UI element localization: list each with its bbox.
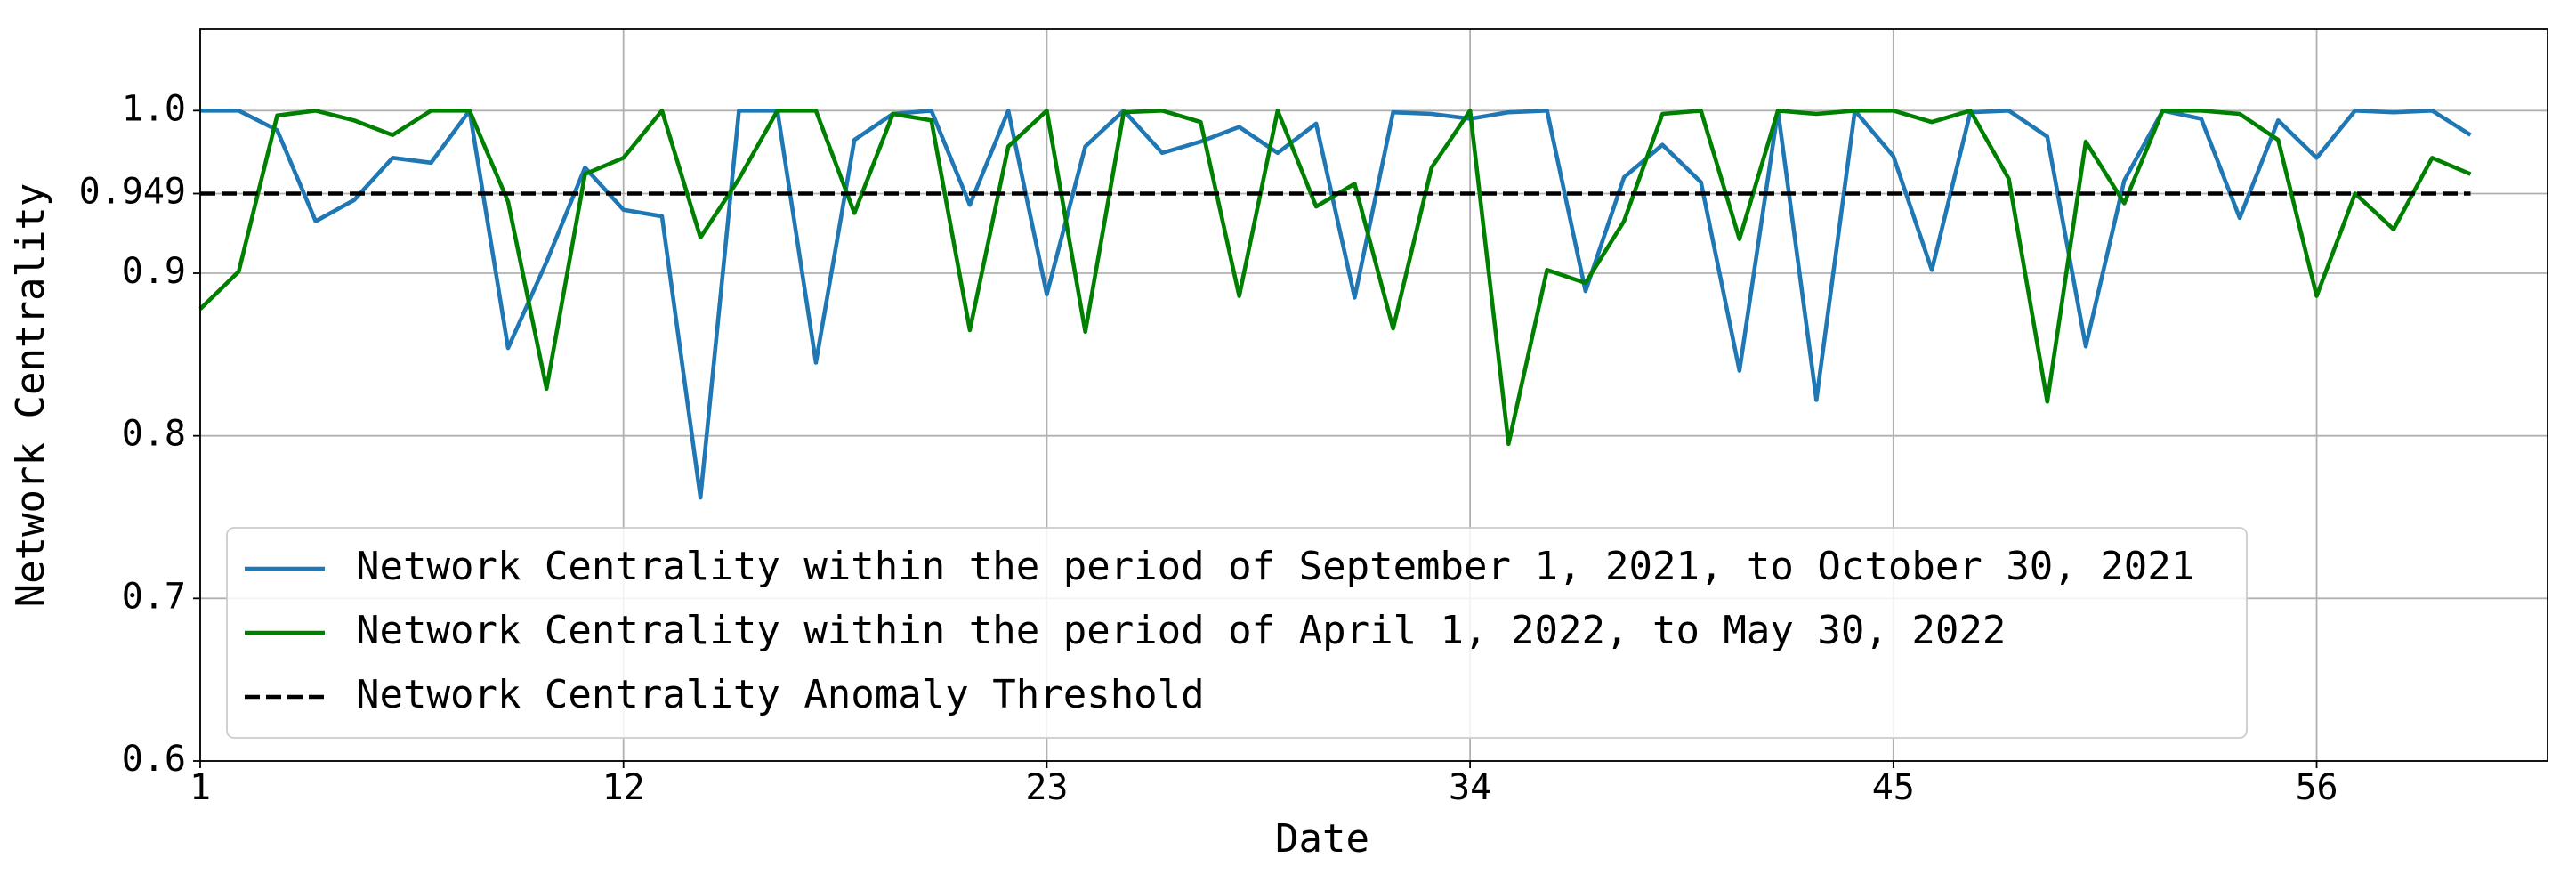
legend-label: Network Centrality within the period of … xyxy=(356,608,2006,653)
y-tick-label: 1.0 xyxy=(122,88,186,129)
x-tick-label: 34 xyxy=(1449,767,1491,808)
y-axis-label: Network Centrality xyxy=(8,183,53,608)
y-tick-label: 0.6 xyxy=(122,739,186,780)
legend-label: Network Centrality within the period of … xyxy=(356,544,2194,589)
x-tick-label: 1 xyxy=(190,767,211,808)
x-tick-label: 12 xyxy=(602,767,645,808)
x-tick-label: 56 xyxy=(2295,767,2338,808)
x-tick-label: 45 xyxy=(1872,767,1915,808)
y-tick-label: 0.7 xyxy=(122,576,186,617)
x-axis-label: Date xyxy=(1275,816,1369,862)
legend-label: Network Centrality Anomaly Threshold xyxy=(356,672,1205,717)
y-tick-label: 0.949 xyxy=(79,171,186,212)
data-line xyxy=(200,109,2472,500)
plot-frame xyxy=(199,28,2548,762)
legend-box xyxy=(226,527,2248,739)
x-tick-label: 23 xyxy=(1025,767,1068,808)
y-tick-label: 0.9 xyxy=(122,251,186,292)
y-tick-label: 0.8 xyxy=(122,414,186,455)
legend: Network Centrality within the period of … xyxy=(226,527,2248,739)
